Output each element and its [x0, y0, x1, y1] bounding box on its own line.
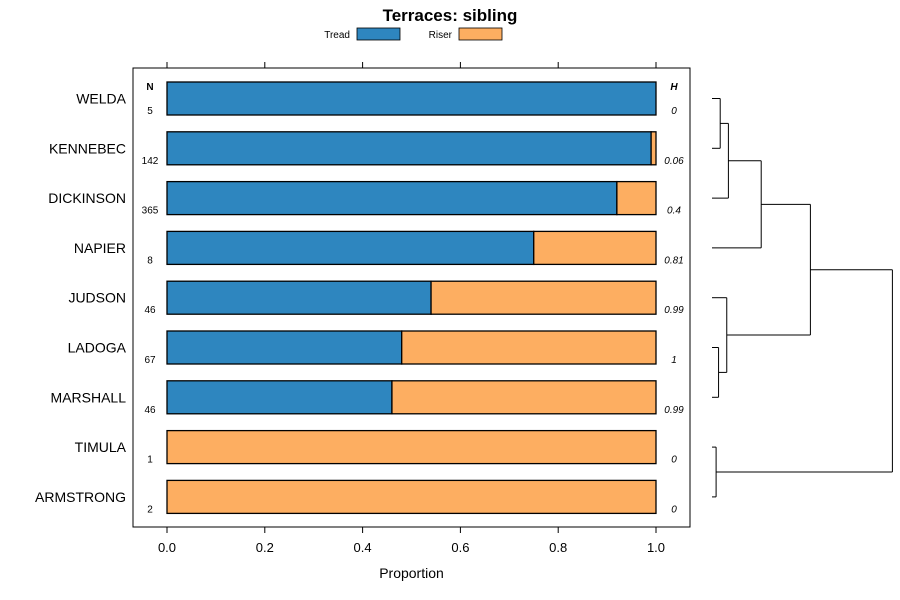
category-label: JUDSON [68, 290, 126, 306]
category-label: NAPIER [74, 240, 126, 256]
bar-tread-napier [166, 230, 535, 266]
bar-tread-judson [166, 280, 432, 315]
bar-tread-kennebec [166, 131, 652, 166]
bar-riser-dickinson [616, 180, 657, 216]
n-column-header: N [146, 82, 153, 93]
h-value: 0.81 [664, 255, 683, 266]
x-tick-label: 0.2 [256, 540, 274, 555]
n-value: 46 [144, 405, 156, 416]
h-value: 0.99 [664, 305, 684, 316]
category-label: MARSHALL [51, 389, 127, 405]
bar-tread-ladoga [166, 330, 403, 365]
legend-label-riser: Riser [429, 30, 453, 41]
h-value: 1 [671, 355, 677, 366]
n-value: 2 [147, 504, 153, 515]
bar-riser-marshall [391, 380, 657, 415]
top-ticks [166, 62, 657, 68]
bar-riser-kennebec [650, 131, 657, 166]
h-value: 0 [671, 106, 677, 117]
bar-riser-armstrong [166, 479, 657, 515]
x-tick-label: 0.0 [158, 540, 176, 555]
h-value: 0 [671, 504, 677, 515]
h-column-header: H [670, 82, 678, 93]
category-label: WELDA [76, 91, 126, 107]
n-value: 8 [147, 255, 153, 266]
bar-tread-welda [166, 81, 657, 116]
x-tick-label: 1.0 [647, 540, 665, 555]
row-labels: WELDA 5 0 KENNEBEC 142 0.06 DICKINSON 365 0.4 NAP… [35, 91, 684, 516]
legend-swatch-riser [458, 27, 503, 41]
bar-riser-ladoga [401, 330, 657, 365]
category-label: KENNEBEC [49, 140, 126, 156]
category-label: DICKINSON [48, 190, 126, 206]
bar-riser-timula [166, 429, 657, 465]
chart-title: Terraces: sibling [383, 6, 518, 25]
category-label: ARMSTRONG [35, 489, 126, 505]
x-tick-label: 0.6 [451, 540, 469, 555]
n-value: 67 [144, 355, 156, 366]
legend: Tread Riser [324, 27, 503, 41]
bar-riser-napier [533, 230, 657, 266]
dendrogram [712, 98, 893, 498]
h-value: 0.4 [667, 206, 681, 217]
n-value: 46 [144, 305, 156, 316]
category-label: TIMULA [75, 439, 127, 455]
legend-label-tread: Tread [324, 30, 350, 41]
n-value: 1 [147, 455, 153, 466]
n-value: 365 [142, 206, 159, 217]
bar-tread-marshall [166, 380, 393, 415]
x-tick-label: 0.4 [354, 540, 372, 555]
x-tick-label: 0.8 [549, 540, 567, 555]
bar-riser-judson [430, 280, 657, 315]
h-value: 0.06 [664, 156, 684, 167]
category-label: LADOGA [68, 340, 127, 356]
bars [166, 81, 657, 515]
bar-tread-dickinson [166, 180, 618, 216]
legend-swatch-tread [356, 27, 401, 41]
h-value: 0.99 [664, 405, 684, 416]
bottom-ticks: 0.0 0.2 0.4 0.6 0.8 1.0 [158, 527, 665, 555]
plot-frame [132, 67, 691, 528]
h-value: 0 [671, 455, 677, 466]
n-value: 5 [147, 106, 153, 117]
n-value: 142 [142, 156, 159, 167]
x-axis-title: Proportion [379, 565, 444, 581]
